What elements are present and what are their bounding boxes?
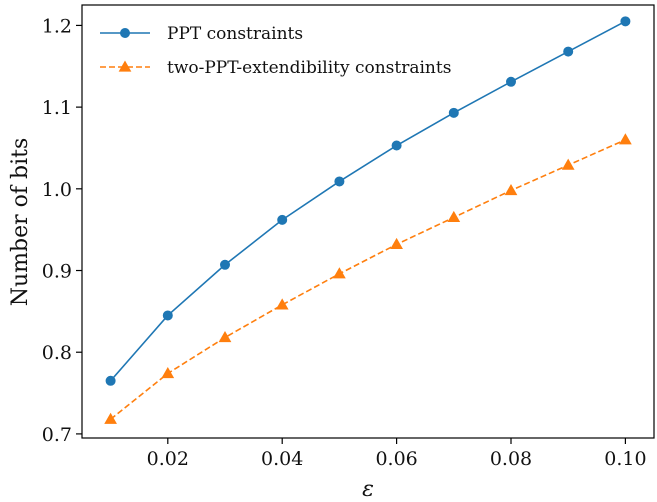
legend-item: PPT constraints: [100, 24, 303, 44]
data-point: [220, 259, 230, 270]
x-tick-label: 0.02: [147, 448, 189, 470]
y-tick-label: 0.8: [42, 342, 72, 364]
data-point: [277, 214, 288, 225]
data-point: [161, 366, 175, 379]
series-2: [104, 133, 632, 424]
series-1: [105, 16, 631, 386]
data-point: [390, 237, 403, 250]
y-tick-label: 1.0: [42, 179, 72, 201]
data-point: [275, 298, 289, 310]
data-point: [563, 46, 574, 57]
y-tick-label: 0.7: [42, 424, 72, 446]
y-tick-label: 1.2: [42, 15, 72, 37]
data-point: [391, 140, 402, 151]
x-tick-label: 0.08: [490, 448, 532, 470]
data-point: [105, 375, 116, 386]
x-axis-label: ε: [362, 477, 374, 502]
data-point: [104, 412, 117, 424]
y-axis-label: Number of bits: [8, 138, 33, 307]
x-tick-label: 0.10: [604, 448, 646, 470]
y-tick-label: 0.9: [42, 261, 72, 283]
data-point: [561, 158, 575, 170]
x-tick-label: 0.04: [261, 448, 303, 470]
y-tick-label: 1.1: [42, 97, 72, 119]
data-point: [506, 76, 516, 87]
data-point: [504, 183, 518, 196]
legend-label: two-PPT-extendibility constraints: [167, 58, 451, 78]
data-point: [333, 267, 346, 279]
legend: PPT constraints two-PPT-extendibility con…: [100, 24, 451, 78]
x-tick-label: 0.06: [375, 448, 417, 470]
legend-marker: [118, 60, 132, 72]
x-axis-ticks: 0.02 0.04 0.06 0.08 0.10: [147, 438, 647, 470]
y-axis-ticks: 0.7 0.8 0.9 1.0 1.1 1.2: [42, 15, 82, 446]
data-point: [447, 210, 461, 223]
data-point: [218, 331, 232, 343]
plot-frame: [81, 4, 655, 439]
data-point: [448, 107, 459, 118]
legend-label: PPT constraints: [167, 24, 303, 44]
legend-marker: [120, 28, 130, 38]
data-point: [334, 176, 345, 187]
series-line: [110, 139, 626, 420]
data-point: [619, 133, 632, 145]
series-line: [109, 20, 626, 382]
legend-item: two-PPT-extendibility constraints: [100, 58, 451, 78]
data-point: [162, 310, 173, 321]
series-layer: [104, 16, 632, 424]
data-point: [620, 16, 631, 27]
